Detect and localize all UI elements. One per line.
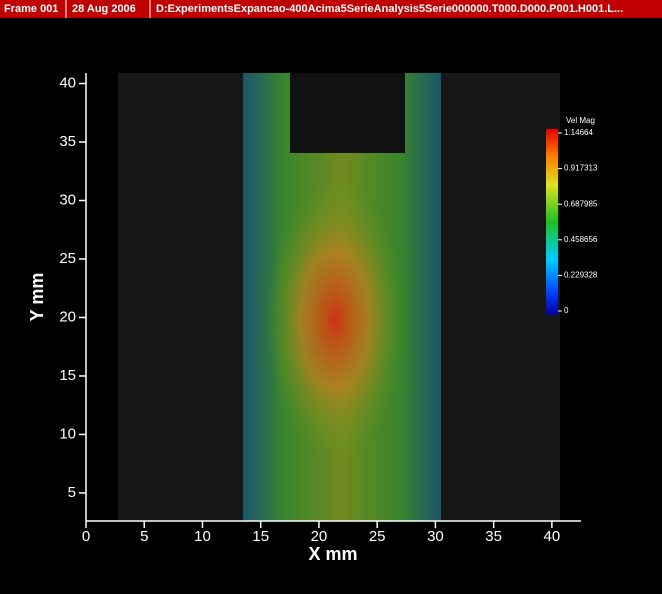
x-tick-label: 25 <box>369 528 386 545</box>
y-tick-label: 10 <box>59 425 76 442</box>
colorbar <box>546 129 558 315</box>
y-tick-label: 30 <box>59 191 76 208</box>
colorbar-tick-label: 0.229328 <box>564 271 598 280</box>
y-axis-label: Y mm <box>27 273 47 322</box>
y-tick-label: 5 <box>68 484 76 501</box>
y-tick-label: 20 <box>59 308 76 325</box>
x-tick-label: 30 <box>427 528 444 545</box>
x-axis-label: X mm <box>308 544 357 564</box>
x-tick-label: 20 <box>311 528 328 545</box>
y-tick-label: 15 <box>59 367 76 384</box>
frame-label: Frame 001 <box>4 3 58 15</box>
x-tick-label: 0 <box>82 528 90 545</box>
colorbar-tick-label: 0 <box>564 306 569 315</box>
y-tick-label: 25 <box>59 250 76 267</box>
colorbar-tick-label: 0.458656 <box>564 235 598 244</box>
y-tick-label: 40 <box>59 74 76 91</box>
vector-field-gap <box>290 73 405 153</box>
x-tick-label: 10 <box>194 528 211 545</box>
title-bar <box>0 0 662 18</box>
colorbar-tick-label: 0.917313 <box>564 164 598 173</box>
colorbar-tick-label: 1.14664 <box>564 128 593 137</box>
y-tick-label: 35 <box>59 133 76 150</box>
x-tick-label: 5 <box>140 528 148 545</box>
x-tick-label: 40 <box>544 528 561 545</box>
file-label: D:ExperimentsExpancao-400Acima5SerieAnal… <box>156 3 623 15</box>
date-label: 28 Aug 2006 <box>72 3 136 15</box>
colorbar-tick-label: 0.687985 <box>564 199 598 208</box>
colorbar-title: Vel Mag <box>566 116 595 125</box>
x-tick-label: 15 <box>252 528 269 545</box>
x-tick-label: 35 <box>485 528 502 545</box>
vector-field-core <box>265 180 405 460</box>
